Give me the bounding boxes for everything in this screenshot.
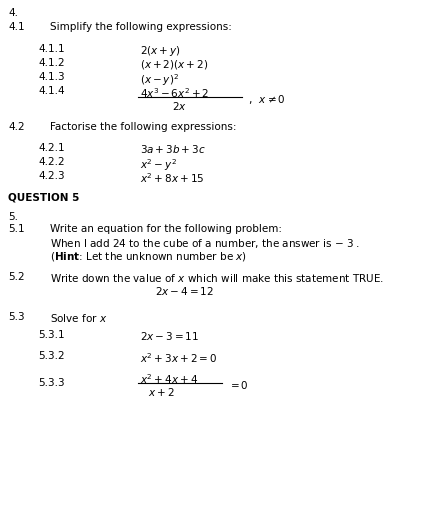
Text: 4.2.3: 4.2.3: [38, 171, 64, 181]
Text: $= 0$: $= 0$: [227, 379, 248, 391]
Text: 5.3.3: 5.3.3: [38, 378, 64, 388]
Text: $2x-4=12$: $2x-4=12$: [155, 285, 213, 297]
Text: Simplify the following expressions:: Simplify the following expressions:: [50, 22, 231, 32]
Text: 4.1: 4.1: [8, 22, 25, 32]
Text: Factorise the following expressions:: Factorise the following expressions:: [50, 122, 236, 132]
Text: $4x^3-6x^2+2$: $4x^3-6x^2+2$: [140, 86, 209, 100]
Text: 4.1.1: 4.1.1: [38, 44, 64, 54]
Text: $x^2-y^2$: $x^2-y^2$: [140, 157, 177, 173]
Text: $3a+3b+3c$: $3a+3b+3c$: [140, 143, 205, 155]
Text: ($\mathbf{Hint}$: Let the unknown number be $x$): ($\mathbf{Hint}$: Let the unknown number…: [50, 250, 246, 263]
Text: Solve for $x$: Solve for $x$: [50, 312, 107, 324]
Text: $x^2+4x+4$: $x^2+4x+4$: [140, 372, 198, 386]
Text: Write an equation for the following problem:: Write an equation for the following prob…: [50, 224, 281, 234]
Text: 4.1.2: 4.1.2: [38, 58, 64, 68]
Text: $2(x+y)$: $2(x+y)$: [140, 44, 180, 58]
Text: 5.: 5.: [8, 212, 18, 222]
Text: 4.2: 4.2: [8, 122, 25, 132]
Text: Write down the value of $x$ which will make this statement TRUE.: Write down the value of $x$ which will m…: [50, 272, 383, 284]
Text: QUESTION 5: QUESTION 5: [8, 192, 79, 202]
Text: $2x-3=11$: $2x-3=11$: [140, 330, 199, 342]
Text: 4.: 4.: [8, 8, 18, 18]
Text: 5.3: 5.3: [8, 312, 25, 322]
Text: $x^2+8x+15$: $x^2+8x+15$: [140, 171, 204, 185]
Text: $(x+2)(x+2)$: $(x+2)(x+2)$: [140, 58, 208, 71]
Text: 4.2.2: 4.2.2: [38, 157, 64, 167]
Text: $x^2+3x+2=0$: $x^2+3x+2=0$: [140, 351, 217, 365]
Text: 5.2: 5.2: [8, 272, 25, 282]
Text: $2x$: $2x$: [172, 100, 186, 112]
Text: $,\;\; x \neq 0$: $,\;\; x \neq 0$: [247, 93, 285, 106]
Text: When I add 24 to the cube of a number, the answer is $-$ 3 .: When I add 24 to the cube of a number, t…: [50, 237, 359, 250]
Text: 5.1: 5.1: [8, 224, 25, 234]
Text: 5.3.1: 5.3.1: [38, 330, 64, 340]
Text: 5.3.2: 5.3.2: [38, 351, 64, 361]
Text: $x+2$: $x+2$: [147, 386, 174, 398]
Text: 4.1.3: 4.1.3: [38, 72, 64, 82]
Text: 4.2.1: 4.2.1: [38, 143, 64, 153]
Text: 4.1.4: 4.1.4: [38, 86, 64, 96]
Text: $(x-y)^2$: $(x-y)^2$: [140, 72, 178, 88]
